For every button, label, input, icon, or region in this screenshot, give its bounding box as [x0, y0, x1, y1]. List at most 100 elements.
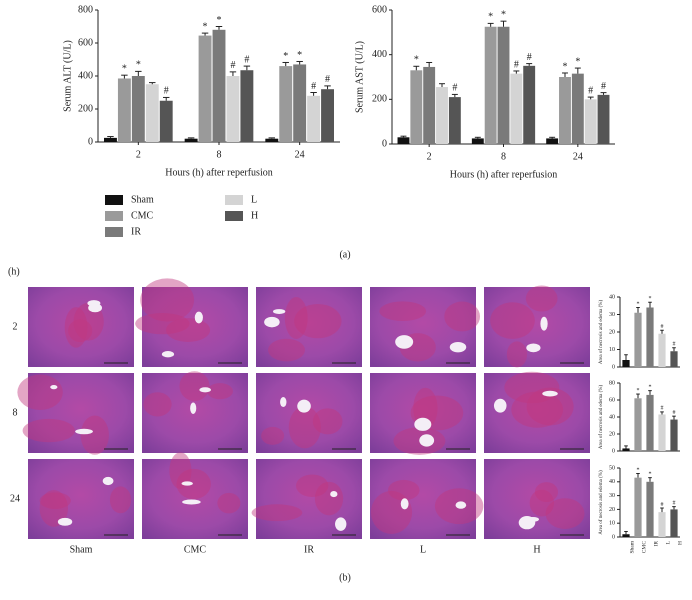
legend-label: H — [251, 210, 258, 221]
y-tick-label: 0 — [612, 364, 615, 370]
bar — [293, 64, 307, 142]
x-axis-label: Hours (h) after reperfusion — [165, 167, 272, 178]
tissue-region — [143, 392, 172, 417]
y-tick-label: 600 — [78, 37, 93, 48]
histology-image — [256, 459, 362, 539]
significance-marker: # — [452, 83, 457, 94]
y-axis-label: Serum ALT (U/L) — [62, 40, 73, 112]
significance-marker: * — [283, 51, 288, 62]
significance-marker: # — [661, 502, 664, 508]
tissue-region — [387, 479, 420, 501]
tissue-region — [64, 307, 88, 348]
bar — [240, 70, 254, 142]
tissue-region — [314, 481, 344, 516]
bar — [597, 94, 610, 144]
bar — [212, 29, 226, 142]
panel-label: (a) — [339, 249, 350, 260]
tissue-region — [379, 301, 427, 322]
panel-label: (h) — [8, 266, 20, 277]
vessel — [102, 476, 114, 486]
tissue-region — [169, 452, 192, 490]
vessel — [449, 341, 467, 353]
y-tick-label: 30 — [609, 312, 615, 318]
tissue-region — [140, 278, 195, 322]
column-label: Sham — [70, 544, 93, 555]
histology-image — [484, 373, 590, 453]
vessel — [526, 516, 539, 522]
bar — [646, 307, 654, 367]
panel-label: (b) — [339, 572, 351, 583]
bar — [634, 312, 642, 367]
significance-marker: # — [514, 59, 519, 70]
bar — [670, 509, 678, 537]
histology-image — [370, 287, 476, 367]
significance-marker: * — [414, 55, 419, 66]
tissue-region — [288, 406, 321, 449]
x-tick-label: L — [665, 540, 671, 544]
y-axis-label: Area of necrosis and edema (%) — [599, 300, 604, 365]
bar — [145, 84, 159, 142]
tissue-region — [17, 374, 63, 411]
vessel — [297, 399, 311, 413]
y-tick-label: 40 — [609, 294, 615, 300]
y-tick-label: 60 — [609, 397, 615, 403]
significance-marker: # — [673, 342, 676, 348]
legend-label: L — [251, 194, 257, 205]
vessel — [161, 351, 175, 358]
histology-image — [370, 459, 476, 539]
significance-marker: # — [311, 81, 316, 92]
bar — [622, 360, 630, 367]
bar — [321, 89, 334, 142]
significance-marker: * — [136, 60, 141, 71]
y-tick-label: 200 — [372, 94, 387, 105]
vessel — [50, 384, 58, 390]
tissue-region — [22, 418, 75, 443]
histology-image — [142, 459, 248, 539]
vessel — [419, 434, 435, 447]
bar — [131, 76, 145, 142]
vessel — [526, 343, 541, 353]
vessel — [493, 398, 507, 413]
tissue-region — [135, 313, 190, 335]
significance-marker: * — [649, 471, 652, 477]
significance-marker: # — [601, 81, 606, 92]
tissue-region — [294, 303, 342, 339]
significance-marker: * — [203, 21, 208, 32]
vessel — [330, 491, 338, 498]
bar — [658, 333, 666, 367]
significance-marker: # — [673, 410, 676, 416]
significance-marker: * — [122, 63, 127, 74]
y-tick-label: 10 — [609, 347, 615, 353]
y-tick-label: 600 — [372, 4, 387, 15]
legend-swatch — [105, 227, 123, 237]
bar — [159, 100, 173, 142]
column-label: L — [420, 544, 426, 555]
y-tick-label: 200 — [78, 103, 93, 114]
legend-label: IR — [131, 226, 141, 237]
column-label: IR — [304, 544, 314, 555]
significance-marker: # — [588, 85, 593, 96]
tissue-region — [511, 391, 564, 428]
bar — [279, 66, 293, 142]
vessel — [335, 517, 347, 531]
bar — [622, 448, 630, 451]
bar — [104, 137, 117, 142]
x-axis-label: Hours (h) after reperfusion — [450, 169, 557, 180]
x-tick-label: 24 — [295, 149, 305, 160]
y-tick-label: 400 — [372, 49, 387, 60]
histology-image — [484, 287, 590, 367]
tissue-region — [207, 383, 233, 400]
bar — [117, 78, 131, 142]
vessel — [542, 390, 558, 397]
tissue-region — [109, 486, 132, 514]
y-tick-label: 20 — [609, 431, 615, 437]
bar — [484, 26, 497, 144]
y-tick-label: 10 — [609, 521, 615, 527]
bar — [198, 35, 212, 143]
histology-image — [142, 287, 248, 367]
bar — [584, 99, 597, 144]
y-axis-label: Serum AST (U/L) — [354, 41, 365, 113]
tissue-region — [525, 285, 558, 312]
tissue-region — [490, 302, 535, 339]
